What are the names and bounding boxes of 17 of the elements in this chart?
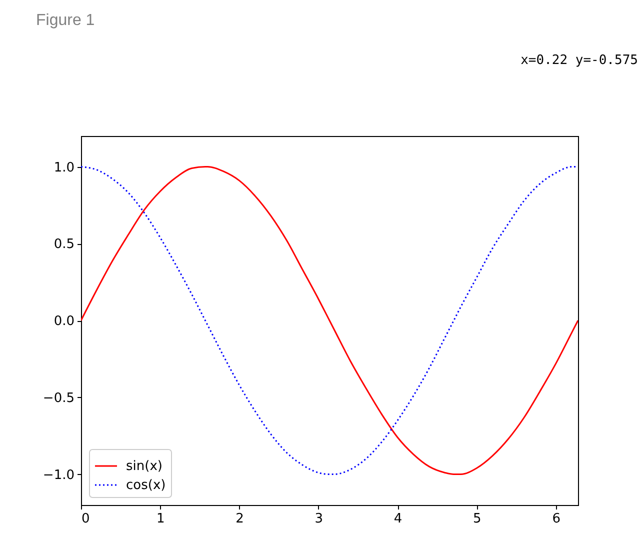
line-series: [81, 166, 578, 475]
x-tick-label: 4: [394, 512, 402, 526]
x-tick-label: 1: [156, 512, 165, 526]
legend-label: sin(x): [126, 459, 162, 474]
x-tick-label: 6: [552, 512, 560, 526]
x-tick-label: 3: [314, 512, 324, 526]
y-tick-label: 0.0: [54, 314, 74, 329]
y-tick-label: 0.5: [54, 237, 74, 252]
x-tick-label: 0: [82, 512, 90, 526]
y-tick-label: −1.0: [42, 468, 74, 483]
legend-label: cos(x): [126, 478, 166, 493]
text: x=0.22 y=-0.575: [520, 53, 638, 68]
x-tick-label: 5: [473, 512, 482, 526]
y-tick-label: 1.0: [54, 160, 74, 176]
y-tick-label: −0.5: [42, 390, 74, 406]
chart-title: Figure 1: [36, 12, 95, 29]
x-tick-label: 2: [236, 512, 244, 526]
